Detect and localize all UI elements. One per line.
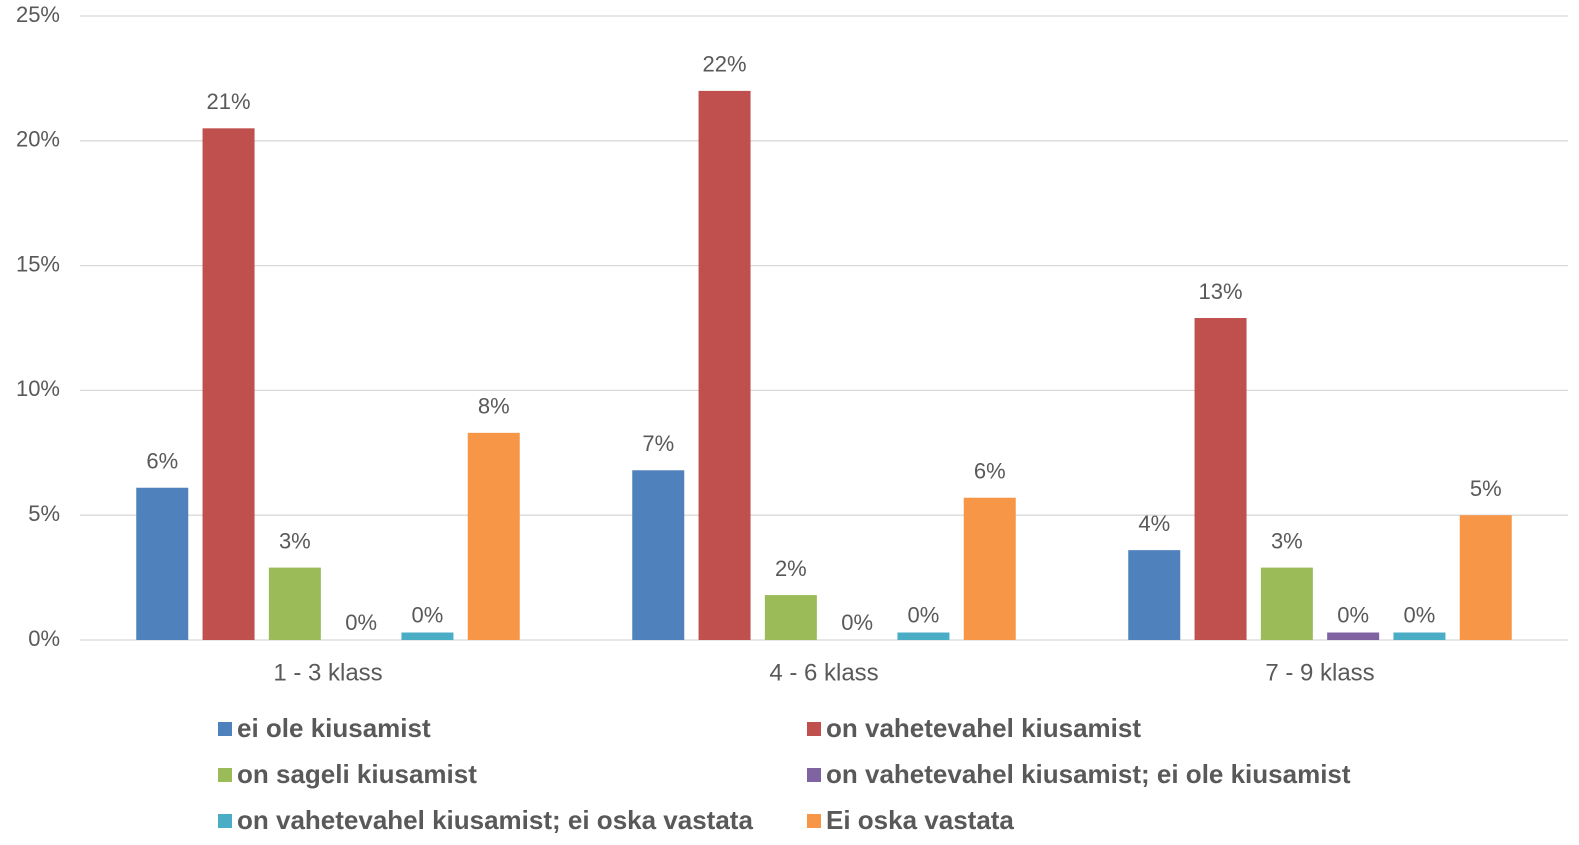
y-tick-label: 25%	[16, 2, 60, 27]
data-label: 4%	[1138, 511, 1170, 536]
data-label: 0%	[1337, 602, 1369, 627]
x-tick-label: 4 - 6 klass	[769, 659, 878, 686]
data-label: 0%	[841, 610, 873, 635]
legend-label: on vahetevahel kiusamist	[826, 713, 1141, 743]
y-tick-label: 15%	[16, 251, 60, 276]
legend-label: Ei oska vastata	[826, 805, 1014, 835]
legend-swatch	[807, 768, 821, 782]
data-label: 21%	[207, 89, 251, 114]
legend-label: on sageli kiusamist	[237, 759, 477, 789]
legend-swatch	[807, 814, 821, 828]
legend-label: on vahetevahel kiusamist; ei oska vastat…	[237, 805, 753, 835]
data-label: 13%	[1199, 279, 1243, 304]
bar	[1327, 632, 1380, 640]
data-label: 8%	[478, 394, 510, 419]
data-label: 2%	[775, 556, 807, 581]
legend-swatch	[218, 814, 232, 828]
x-tick-label: 1 - 3 klass	[273, 659, 382, 686]
data-label: 5%	[1470, 476, 1502, 501]
bar	[698, 90, 751, 640]
bar	[963, 497, 1016, 640]
data-label: 3%	[1271, 528, 1303, 553]
bar	[1393, 632, 1446, 640]
legend-swatch	[218, 722, 232, 736]
bar	[897, 632, 950, 640]
bar	[401, 632, 454, 640]
data-label: 3%	[279, 528, 311, 553]
bar	[202, 128, 255, 640]
bar	[268, 567, 321, 640]
legend-label: on vahetevahel kiusamist; ei ole kiusami…	[826, 759, 1351, 789]
data-label: 22%	[703, 52, 747, 77]
y-tick-label: 5%	[28, 501, 60, 526]
data-label: 0%	[908, 602, 940, 627]
bar	[632, 470, 685, 640]
x-tick-label: 7 - 9 klass	[1265, 659, 1374, 686]
data-label: 6%	[146, 449, 178, 474]
data-label: 6%	[974, 459, 1006, 484]
bar	[1128, 550, 1181, 640]
bar	[764, 595, 817, 640]
legend-label: ei ole kiusamist	[237, 713, 431, 743]
data-label: 0%	[345, 610, 377, 635]
y-tick-label: 0%	[28, 626, 60, 651]
legend-swatch	[807, 722, 821, 736]
bar	[1459, 515, 1512, 640]
data-label: 7%	[642, 431, 674, 456]
data-label: 0%	[412, 602, 444, 627]
bar	[136, 487, 189, 640]
legend-swatch	[218, 768, 232, 782]
bar	[1194, 318, 1247, 640]
bar	[1260, 567, 1313, 640]
y-tick-label: 10%	[16, 376, 60, 401]
data-label: 0%	[1404, 602, 1436, 627]
y-tick-label: 20%	[16, 127, 60, 152]
bar	[467, 432, 520, 640]
